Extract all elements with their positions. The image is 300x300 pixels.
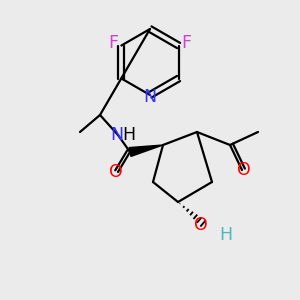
Text: F: F — [182, 34, 192, 52]
Text: O: O — [237, 161, 251, 179]
Text: F: F — [108, 34, 118, 52]
Text: O: O — [109, 163, 123, 181]
Polygon shape — [129, 145, 163, 156]
Text: N: N — [143, 88, 157, 106]
Text: N: N — [110, 126, 124, 144]
Text: H: H — [122, 126, 136, 144]
Text: H: H — [219, 226, 232, 244]
Text: O: O — [194, 216, 208, 234]
